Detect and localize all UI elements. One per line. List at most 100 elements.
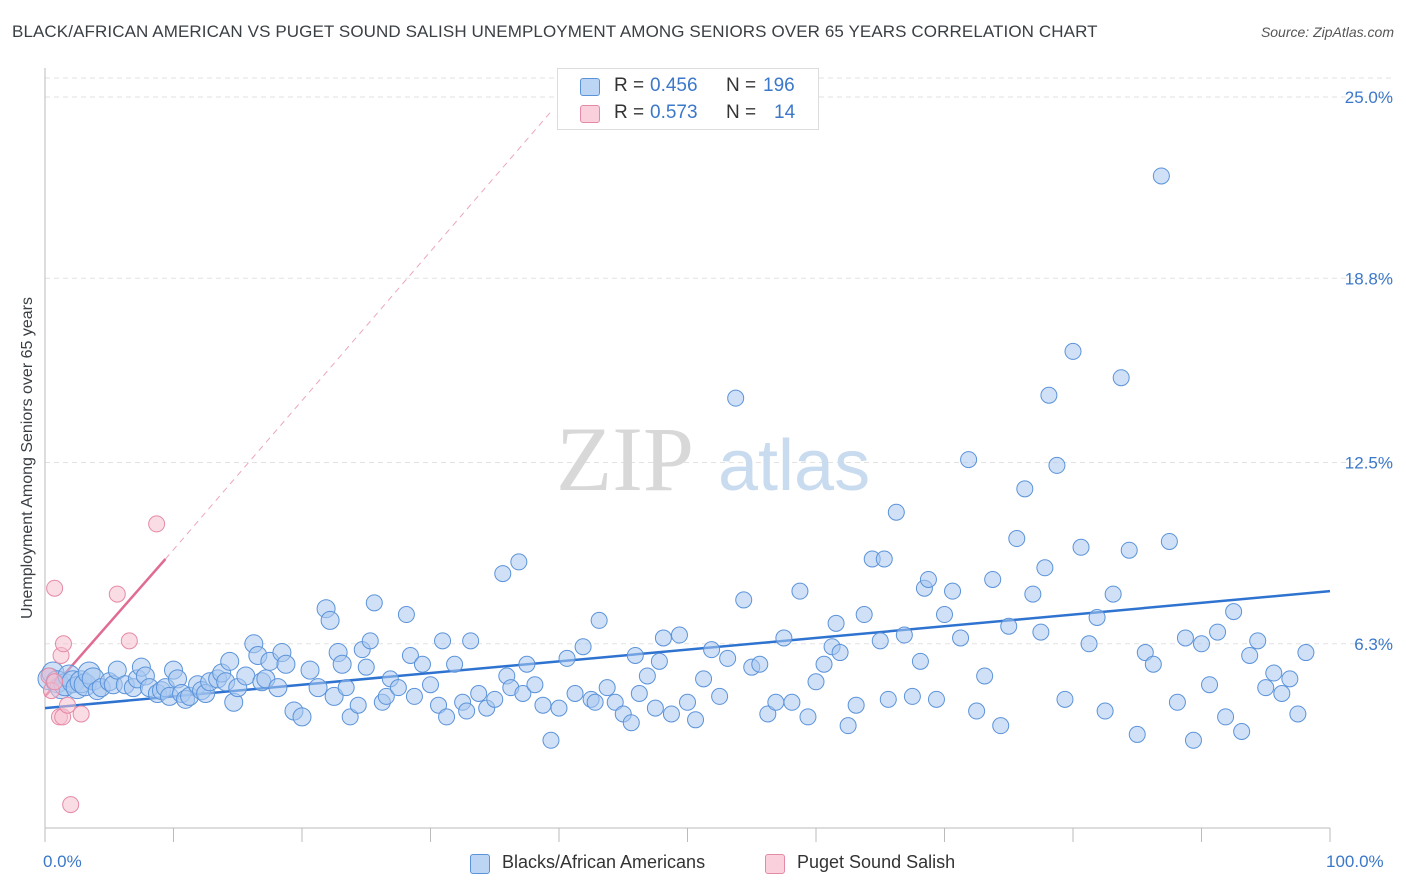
blacks-point	[727, 389, 745, 407]
blacks-point	[405, 687, 423, 705]
blacks-point	[1184, 731, 1202, 749]
blacks-point	[783, 693, 801, 711]
chart-title: BLACK/AFRICAN AMERICAN VS PUGET SOUND SA…	[12, 22, 1098, 41]
blacks-point	[397, 606, 415, 624]
blacks-point	[1048, 456, 1066, 474]
y-tick-labels: 6.3% 12.5% 18.8% 25.0%	[1345, 88, 1393, 654]
blacks-point	[462, 632, 480, 650]
legend-n-label: N =	[726, 75, 757, 96]
blacks-point	[767, 693, 785, 711]
y-tick-label: 18.8%	[1345, 269, 1393, 288]
blacks-point	[807, 673, 825, 691]
blacks-point	[719, 649, 737, 667]
blacks-point	[827, 614, 845, 632]
grid-lines	[45, 77, 1395, 645]
blacks-point	[799, 708, 817, 726]
points	[37, 167, 1315, 814]
blacks-point	[458, 702, 476, 720]
blacks-point	[622, 714, 640, 732]
salish-trend-extension	[165, 111, 552, 560]
legend-box: R = 0.456 N = 196 R = 0.573 N = 14	[557, 68, 819, 130]
blacks-point	[735, 591, 753, 609]
blacks-point	[534, 696, 552, 714]
blacks-point	[276, 654, 296, 674]
blacks-point	[1257, 679, 1275, 697]
legend-r-label: R =	[614, 102, 645, 123]
legend-n-value: 14	[774, 102, 796, 123]
blacks-point	[1036, 559, 1054, 577]
salish-point	[120, 632, 138, 650]
blacks-point	[895, 626, 913, 644]
blacks-point	[341, 708, 359, 726]
blacks-point	[831, 644, 849, 662]
x-tick-max: 100.0%	[1326, 852, 1384, 871]
blacks-point	[759, 705, 777, 723]
y-tick-label: 12.5%	[1345, 454, 1393, 473]
bottom-legend-label: Puget Sound Salish	[797, 852, 956, 872]
blacks-point	[646, 699, 664, 717]
watermark-zip: ZIP	[556, 408, 694, 510]
blacks-point	[775, 629, 793, 647]
blacks-point	[650, 652, 668, 670]
blacks-point	[1217, 708, 1235, 726]
blacks-point	[542, 731, 560, 749]
salish-point	[62, 796, 80, 814]
blacks-point	[815, 655, 833, 673]
blacks-point	[1233, 723, 1251, 741]
watermark-atlas: atlas	[718, 426, 870, 506]
blacks-point	[1080, 635, 1098, 653]
blacks-point	[630, 684, 648, 702]
blacks-point	[936, 606, 953, 624]
blacks-point	[606, 693, 624, 711]
blacks-point	[401, 646, 419, 664]
blacks-point	[875, 550, 893, 568]
blacks-point	[839, 717, 857, 735]
blacks-point	[486, 690, 504, 708]
legend-n-value: 196	[763, 75, 795, 96]
blacks-point	[1096, 702, 1114, 720]
blacks-point	[703, 641, 721, 659]
legend-n-label: N =	[726, 102, 757, 123]
blacks-point	[574, 638, 592, 656]
blacks-point	[1241, 646, 1259, 664]
salish-point	[148, 515, 166, 533]
blacks-point	[590, 611, 608, 629]
salish-point	[46, 579, 64, 597]
blacks-point	[510, 553, 528, 571]
blacks-point	[1032, 623, 1050, 641]
blacks-point	[791, 582, 809, 600]
blacks-point	[654, 629, 672, 647]
blacks-point	[984, 570, 1002, 588]
blacks-point	[887, 503, 905, 521]
blacks-point	[220, 651, 240, 671]
blacks-point	[903, 687, 921, 705]
blacks-point	[751, 655, 769, 673]
blacks-point	[1201, 676, 1219, 694]
blacks-point	[952, 629, 970, 647]
blacks-point	[695, 670, 713, 688]
blacks-point	[1056, 690, 1074, 708]
blacks-point	[1144, 655, 1162, 673]
blacks-point	[292, 707, 312, 727]
blacks-point	[550, 699, 568, 717]
salish-point	[58, 696, 76, 714]
blacks-point	[1064, 342, 1082, 360]
blacks-point	[308, 678, 328, 698]
blacks-point	[1136, 644, 1154, 662]
blacks-point	[687, 711, 705, 729]
blacks-point	[911, 652, 929, 670]
blacks-point	[236, 666, 256, 686]
blacks-point	[494, 565, 512, 583]
bottom-legend-label: Blacks/African Americans	[502, 852, 706, 872]
salish-point	[108, 585, 126, 603]
blacks-point	[1024, 585, 1042, 603]
blacks-point	[337, 679, 355, 697]
blacks-point	[1281, 670, 1299, 688]
blacks-point	[514, 684, 532, 702]
blacks-point	[919, 570, 937, 588]
salish-point	[46, 673, 64, 691]
blacks-point	[268, 678, 288, 698]
blacks-point	[662, 705, 680, 723]
blacks-point	[1168, 693, 1186, 711]
